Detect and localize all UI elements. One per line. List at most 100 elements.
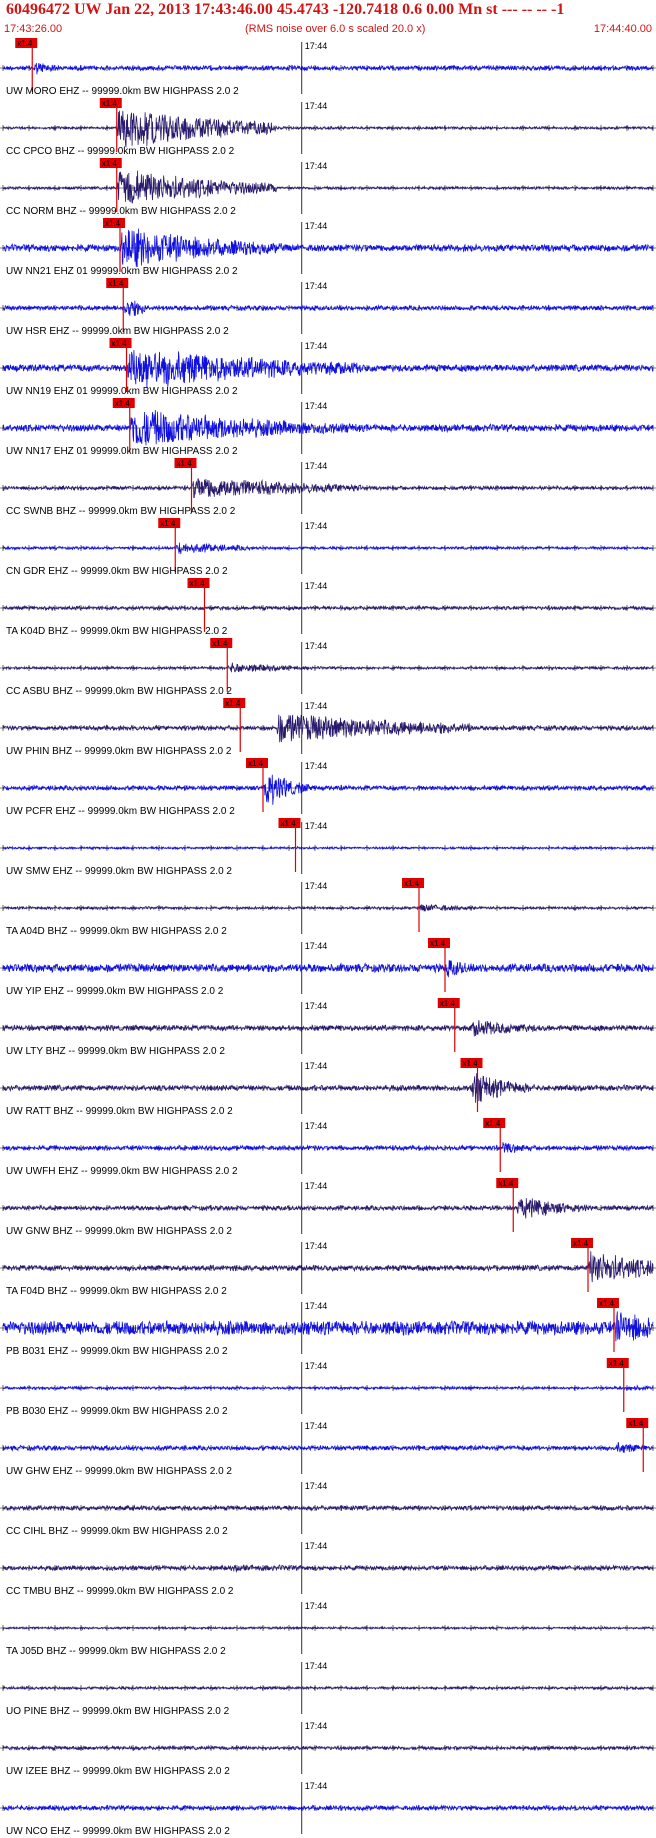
trace-row: 17:44 x1.4 UW GHW EHZ -- 99999.0km BW HIGH… [0, 1418, 656, 1477]
pick-marker-box [597, 1298, 619, 1308]
pick-marker-box [571, 1238, 593, 1248]
plot-header: 60496472 UW Jan 22, 2013 17:43:46.00 45.… [0, 0, 656, 38]
seismic-waveform [2, 903, 654, 912]
station-label: UW LTY BHZ -- 99999.0km BW HIGHPASS 2.0 … [6, 1046, 225, 1057]
trace-row: 17:44 x1.4 UW PHIN BHZ -- 99999.0km BW HIG… [0, 698, 656, 757]
seismic-waveform [2, 1504, 654, 1512]
seismic-waveform [2, 1142, 654, 1154]
seismic-waveform [2, 1625, 654, 1631]
station-label: CC ASBU BHZ -- 99999.0km BW HIGHPASS 2.0… [6, 686, 232, 697]
trace-row: 17:44 UW NCO EHZ -- 99999.0km BW HIGHPASS… [0, 1781, 656, 1837]
time-tick-label: 17:44 [305, 1721, 328, 1731]
trace-row: 17:44 x1.4 TA K04D BHZ -- 99999.0km BW HIG… [0, 578, 656, 637]
station-label: CC CPCO BHZ -- 99999.0km BW HIGHPASS 2.0… [6, 146, 235, 157]
pick-label: x1.4 [281, 819, 297, 828]
time-tick-label: 17:44 [305, 341, 328, 351]
time-tick-label: 17:44 [305, 281, 328, 291]
time-tick-label: 17:44 [305, 521, 328, 531]
pick-marker-box [606, 1358, 629, 1368]
seismic-waveform [2, 1685, 654, 1691]
trace-row: 17:44 x1.4 UW GNW BHZ -- 99999.0km BW HIGH… [0, 1178, 656, 1237]
pick-marker-box [402, 878, 424, 888]
time-tick-label: 17:44 [305, 461, 328, 471]
seismic-waveform [2, 1311, 654, 1342]
time-tick-label: 17:44 [305, 1241, 328, 1251]
pick-marker-box [99, 98, 122, 108]
pick-marker-box [109, 338, 132, 348]
pick-label: x1.4 [440, 999, 456, 1008]
time-tick-label: 17:44 [305, 1061, 328, 1071]
pick-label: x1.4 [628, 1419, 644, 1428]
pick-marker-box [626, 1418, 649, 1428]
pick-label: x1.4 [212, 639, 228, 648]
seismic-waveform [2, 1251, 654, 1283]
time-tick-label: 17:44 [305, 1361, 328, 1371]
pick-marker-box [187, 578, 210, 588]
pick-label: x1.4 [430, 939, 446, 948]
pick-label: x1.4 [463, 1059, 479, 1068]
seismic-waveform [2, 170, 654, 204]
seismic-waveform [2, 1020, 654, 1037]
trace-row: 17:44 x1.4 TA F04D BHZ -- 99999.0km BW HIG… [0, 1238, 656, 1297]
time-tick-label: 17:44 [305, 641, 328, 651]
pick-label: x1.4 [599, 1299, 615, 1308]
time-tick-label: 17:44 [305, 1301, 328, 1311]
seismic-waveform [3, 662, 654, 673]
trace-row: 17:44 UW IZEE BHZ -- 99999.0km BW HIGHPAS… [0, 1721, 656, 1777]
seismic-waveform [2, 63, 654, 75]
pick-marker-box [246, 758, 268, 768]
station-label: UW NCO EHZ -- 99999.0km BW HIGHPASS 2.0 … [6, 1826, 230, 1837]
time-tick-label: 17:44 [305, 1601, 328, 1611]
seismic-waveform [2, 714, 654, 743]
station-label: UW NN17 EHZ 01 99999.0km BW HIGHPASS 2.0… [6, 446, 238, 457]
trace-row: 17:44 x1.4 UW MORO EHZ -- 99999.0km BW HIG… [0, 38, 656, 97]
time-tick-label: 17:44 [305, 701, 328, 711]
trace-row: 17:44 CC CIHL BHZ -- 99999.0km BW HIGHPAS… [0, 1481, 656, 1537]
pick-label: x1.4 [177, 459, 193, 468]
trace-row: 17:44 CC TMBU BHZ -- 99999.0km BW HIGHPAS… [0, 1541, 656, 1597]
pick-label: x1.4 [115, 399, 131, 408]
station-label: UW HSR EHZ -- 99999.0km BW HIGHPASS 2.0 … [6, 326, 229, 337]
station-label: TA J05D BHZ -- 99999.0km BW HIGHPASS 2.0… [6, 1646, 226, 1657]
station-label: CC TMBU BHZ -- 99999.0km BW HIGHPASS 2.0… [6, 1586, 234, 1597]
station-label: UW PHIN BHZ -- 99999.0km BW HIGHPASS 2.0… [6, 746, 232, 757]
noise-scale-subtitle: (RMS noise over 6.0 s scaled 20.0 x) [245, 23, 426, 35]
pick-marker-box [428, 938, 450, 948]
station-label: PB B031 EHZ -- 99999.0km BW HIGHPASS 2.0… [6, 1346, 228, 1357]
pick-label: x1.4 [102, 159, 118, 168]
seismic-waveform [2, 604, 654, 612]
trace-row: 17:44 x1.4 CN GDR EHZ -- 99999.0km BW HIGH… [0, 518, 656, 577]
station-label: UW GNW BHZ -- 99999.0km BW HIGHPASS 2.0 … [6, 1226, 232, 1237]
pick-label: x1.4 [102, 99, 118, 108]
trace-row: 17:44 TA J05D BHZ -- 99999.0km BW HIGHPAS… [0, 1601, 656, 1657]
time-tick-label: 17:44 [305, 1481, 328, 1491]
time-tick-label: 17:44 [305, 581, 328, 591]
time-tick-label: 17:44 [305, 41, 328, 51]
trace-row: 17:44 x1.4 UW YIP EHZ -- 99999.0km BW HIGH… [0, 938, 656, 997]
pick-label: x1.4 [225, 699, 241, 708]
station-label: UW UWFH EHZ -- 99999.0km BW HIGHPASS 2.0… [6, 1166, 238, 1177]
time-tick-label: 17:44 [305, 881, 328, 891]
station-label: TA A04D BHZ -- 99999.0km BW HIGHPASS 2.0… [6, 926, 227, 937]
seismic-waveform [2, 1441, 654, 1453]
trace-row: 17:44 x1.4 UW HSR EHZ -- 99999.0km BW HIGH… [0, 278, 656, 337]
pick-label: x1.4 [190, 579, 206, 588]
time-tick-label: 17:44 [305, 1781, 328, 1791]
trace-row: 17:44 x1.4 UW NN17 EHZ 01 99999.0km BW HIG… [0, 398, 656, 457]
time-tick-label: 17:44 [305, 1181, 328, 1191]
pick-marker-box [496, 1178, 519, 1188]
seismic-waveform [2, 1804, 654, 1812]
station-label: TA K04D BHZ -- 99999.0km BW HIGHPASS 2.0… [6, 626, 228, 637]
trace-row: 17:44 x1.4 UW NN21 EHZ 01 99999.0km BW HIG… [0, 218, 656, 277]
trace-row: 17:44 UO PINE BHZ -- 99999.0km BW HIGHPAS… [0, 1661, 656, 1717]
station-label: UW RATT BHZ -- 99999.0km BW HIGHPASS 2.0… [6, 1106, 233, 1117]
trace-row: 17:44 x1.4 CC NORM BHZ -- 99999.0km BW HIG… [0, 158, 656, 217]
station-label: CC NORM BHZ -- 99999.0km BW HIGHPASS 2.0… [6, 206, 236, 217]
time-tick-label: 17:44 [305, 1121, 328, 1131]
trace-row: 17:44 x1.4 UW LTY BHZ -- 99999.0km BW HIGH… [0, 998, 656, 1057]
trace-row: 17:44 x1.4 PB B030 EHZ -- 99999.0km BW HIG… [0, 1358, 656, 1417]
pick-marker-box [174, 458, 197, 468]
seismic-waveform [2, 960, 654, 978]
trace-row: 17:44 x1.4 CC SWNB BHZ -- 99999.0km BW HIG… [0, 458, 656, 517]
pick-label: x1.4 [160, 519, 176, 528]
